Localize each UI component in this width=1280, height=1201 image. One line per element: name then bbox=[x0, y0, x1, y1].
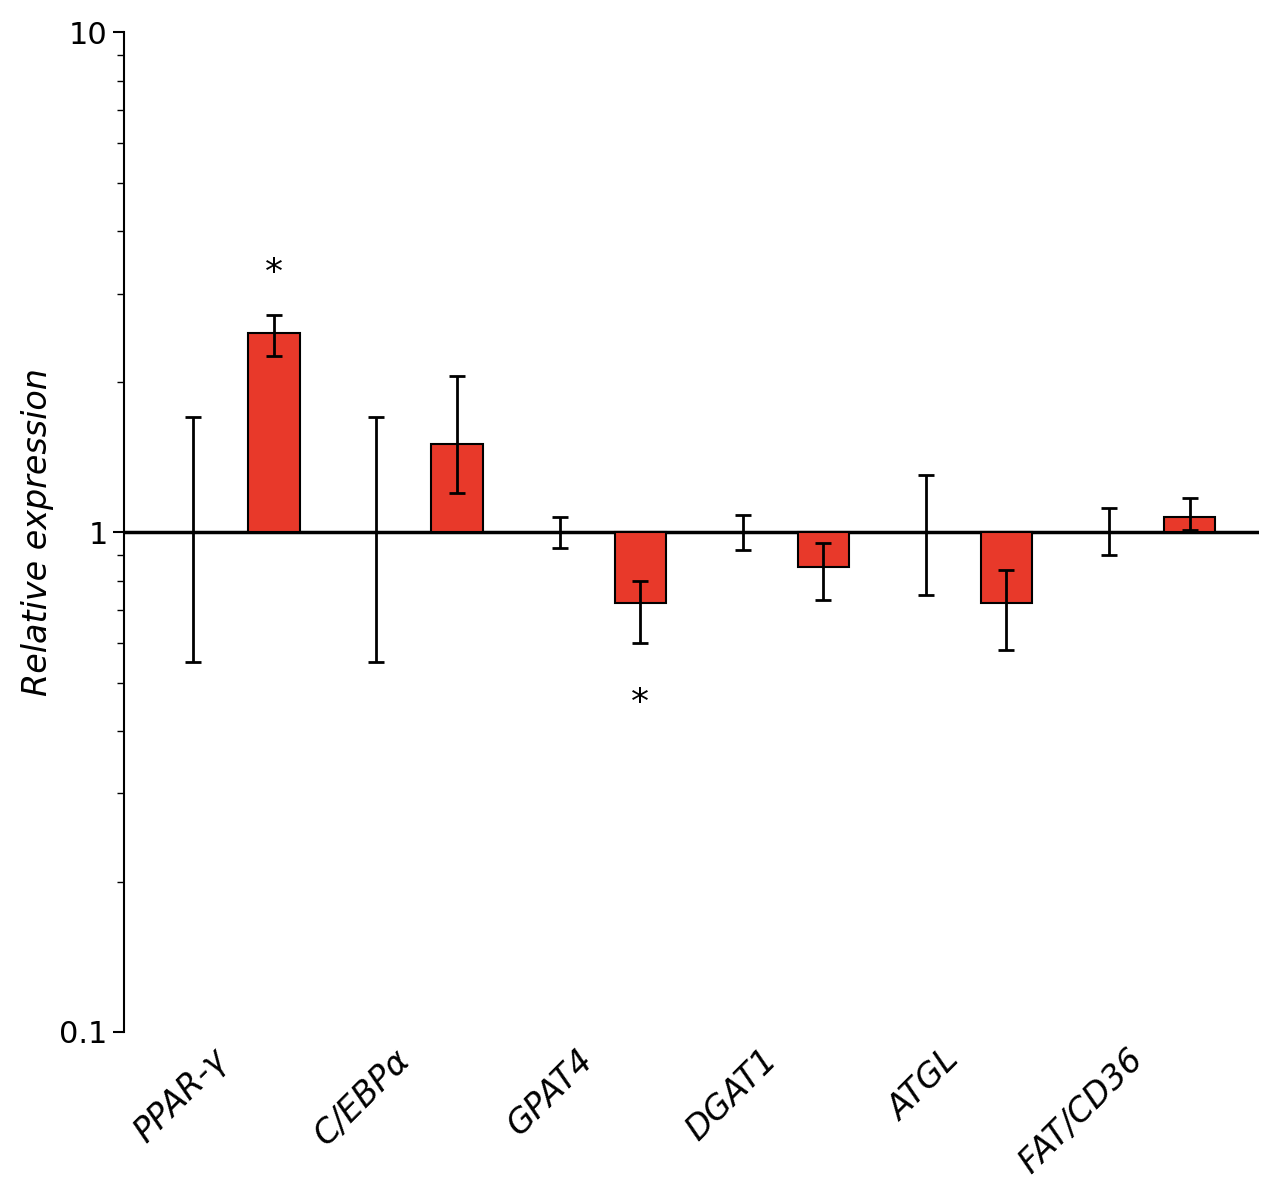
Bar bbox=[980, 532, 1032, 603]
Bar bbox=[1164, 518, 1215, 532]
Y-axis label: Relative expression: Relative expression bbox=[20, 369, 54, 697]
Bar bbox=[248, 333, 300, 532]
Text: *: * bbox=[265, 256, 283, 291]
Bar bbox=[614, 532, 666, 603]
Text: *: * bbox=[631, 686, 649, 721]
Bar bbox=[797, 532, 849, 567]
Bar bbox=[431, 444, 483, 532]
